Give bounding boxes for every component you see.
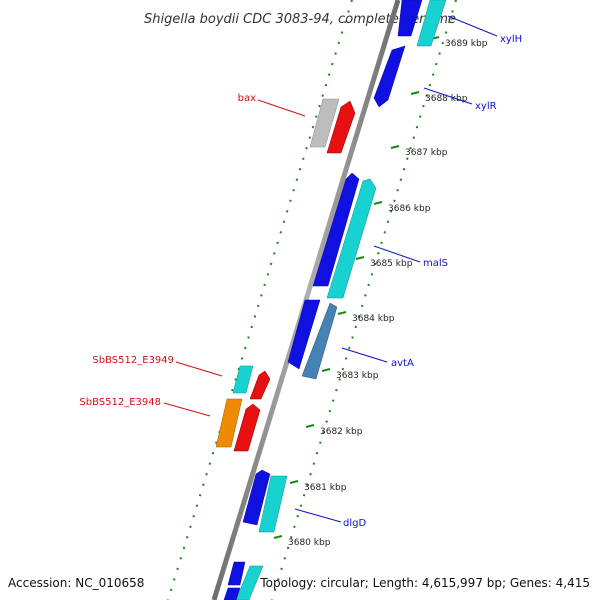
leader-xylH	[447, 15, 498, 37]
gene-label-xylR[interactable]: xylR	[475, 101, 497, 112]
leader-SbBS512_E3948	[163, 402, 211, 417]
tick-mark	[373, 201, 383, 205]
gene-box-bax[interactable]	[309, 98, 340, 148]
gene-arrow-blue-dlgD-left[interactable]	[242, 469, 271, 526]
leader-xylR	[423, 87, 473, 105]
gene-arrow-E3948-red[interactable]	[233, 403, 261, 452]
gene-arrow-bottom-cyan[interactable]	[235, 565, 264, 600]
tick-label-3683: 3683 kbp	[336, 371, 379, 381]
gene-label-SbBS512_E3948[interactable]: SbBS512_E3948	[79, 397, 161, 408]
label-leaders	[163, 15, 498, 523]
tick-mark	[321, 368, 331, 372]
gene-label-SbBS512_E3949[interactable]: SbBS512_E3949	[92, 355, 174, 366]
genome-title: Shigella boydii CDC 3083-94, complete ge…	[144, 12, 456, 27]
tick-label-3689: 3689 kbp	[445, 39, 488, 49]
tick-marks	[273, 36, 440, 539]
gene-label-xylH[interactable]: xylH	[500, 34, 522, 45]
gene-arrow-E3949-red[interactable]	[249, 370, 271, 400]
gene-box-SbBS512_E3948[interactable]	[215, 398, 243, 448]
leader-malS	[373, 245, 421, 263]
tick-labels: 3680 kbp 3681 kbp 3682 kbp 3683 kbp 3684…	[288, 39, 488, 548]
genome-summary-text: Topology: circular; Length: 4,615,997 bp…	[259, 576, 590, 590]
tick-label-3685: 3685 kbp	[370, 259, 413, 269]
tick-mark	[355, 256, 365, 260]
leader-dlgD	[294, 508, 342, 523]
gene-label-dlgD[interactable]: dlgD	[343, 518, 366, 529]
gene-arrow-bax-red[interactable]	[326, 100, 356, 154]
gene-arrow-top-blue[interactable]	[397, 0, 423, 37]
gene-arrow-xylR[interactable]	[373, 45, 406, 108]
tick-mark	[289, 480, 299, 484]
tick-label-3680: 3680 kbp	[288, 538, 331, 548]
tick-label-3688: 3688 kbp	[425, 94, 468, 104]
tick-label-3684: 3684 kbp	[352, 314, 395, 324]
gene-arrow-malS[interactable]	[326, 178, 377, 299]
gene-box-SbBS512_E3949[interactable]	[232, 365, 254, 394]
tick-mark	[273, 535, 283, 539]
tick-mark	[410, 91, 420, 95]
tick-label-3686: 3686 kbp	[388, 204, 431, 214]
gene-arrow-xylH[interactable]	[416, 0, 447, 47]
gene-label-malS[interactable]: malS	[423, 258, 448, 269]
tick-mark	[305, 424, 315, 428]
gene-arrow-bottom-blue-b[interactable]	[223, 587, 241, 600]
tick-mark	[390, 145, 400, 149]
gene-arrow-bottom-blue-a[interactable]	[227, 561, 246, 586]
gene-arrow-dlgD[interactable]	[258, 475, 288, 533]
leader-SbBS512_E3949	[175, 361, 223, 377]
gene-label-avtA[interactable]: avtA	[391, 358, 414, 369]
gene-labels: xylH xylR bax malS avtA SbBS512_E3949 Sb…	[79, 34, 522, 529]
gene-arrow-blue-avtA-left[interactable]	[287, 299, 321, 370]
accession-text: Accession: NC_010658	[8, 576, 144, 590]
leader-avtA	[341, 347, 388, 363]
gene-arrow-large-blue[interactable]	[312, 172, 360, 287]
tick-mark	[337, 311, 347, 315]
tick-label-3687: 3687 kbp	[405, 148, 448, 158]
tick-label-3681: 3681 kbp	[304, 483, 347, 493]
gene-features	[215, 0, 447, 600]
tick-label-3682: 3682 kbp	[320, 427, 363, 437]
gene-label-bax[interactable]: bax	[238, 93, 256, 104]
leader-bax	[257, 99, 306, 117]
gene-arrow-avtA[interactable]	[301, 302, 338, 380]
